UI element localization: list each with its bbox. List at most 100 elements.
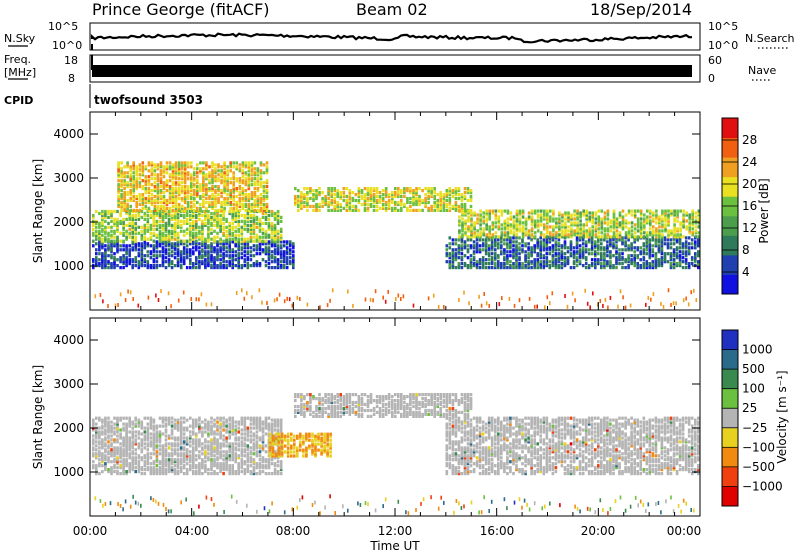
power-cell (497, 209, 501, 213)
power-cell (480, 303, 483, 308)
power-cell (237, 266, 240, 270)
power-cell (503, 264, 506, 268)
power-cell (375, 200, 379, 205)
power-cell (250, 194, 254, 199)
power-cell (590, 242, 594, 246)
velocity-cell (170, 436, 174, 440)
velocity-cell (110, 448, 113, 452)
velocity-cell (119, 416, 122, 420)
power-cell (527, 236, 530, 240)
power-cell (557, 258, 561, 262)
power-cell (457, 238, 461, 242)
power-cell (216, 215, 219, 219)
power-cell (578, 252, 582, 256)
power-cell (339, 208, 342, 212)
velocity-cell (122, 468, 125, 472)
power-cell (168, 194, 172, 199)
power-cell (575, 258, 579, 262)
power-cell (217, 169, 220, 173)
power-cell (652, 292, 655, 297)
power-cell (234, 235, 237, 239)
power-cell (621, 256, 624, 260)
velocity-cell (110, 452, 113, 456)
power-cell (464, 213, 467, 217)
power-cell (391, 208, 394, 212)
power-cell (512, 262, 515, 266)
power-cell (627, 229, 631, 233)
power-cell (375, 204, 379, 208)
power-cell (364, 297, 367, 302)
velocity-cell (92, 454, 95, 458)
power-cell (134, 256, 137, 260)
power-cell (530, 229, 534, 233)
power-cell (657, 262, 661, 266)
power-cell (363, 196, 367, 201)
power-cell (491, 235, 495, 239)
power-cell (697, 209, 701, 213)
power-cell (521, 211, 525, 215)
power-cell (171, 194, 175, 199)
power-ytick-label: 2000 (53, 215, 84, 229)
velocity-cell (161, 448, 165, 452)
power-cell (232, 191, 235, 195)
power-cell (473, 231, 476, 235)
power-cell (205, 165, 208, 169)
velocity-cell (131, 440, 134, 444)
power-cell (259, 183, 263, 187)
velocity-cell (192, 448, 195, 452)
power-cell (488, 233, 491, 237)
power-cell (285, 240, 289, 244)
power-cell (255, 235, 259, 239)
power-cell (171, 177, 175, 181)
power-cell (500, 231, 504, 235)
power-cell (202, 194, 205, 199)
power-cell (193, 196, 196, 201)
power-cell (475, 238, 479, 242)
power-cell (575, 240, 579, 244)
power-cell (387, 204, 391, 208)
power-cell (487, 252, 491, 256)
power-cell (161, 264, 165, 268)
power-cell (117, 202, 120, 207)
velocity-cell (170, 462, 174, 466)
power-cell (649, 219, 652, 223)
power-cell (225, 235, 228, 239)
velocity-cell (195, 440, 198, 444)
power-cell (415, 193, 418, 197)
power-cell (225, 246, 228, 250)
power-cell (213, 235, 216, 239)
power-cell (348, 191, 352, 195)
velocity-cell (155, 444, 159, 448)
power-cell (670, 213, 673, 217)
power-cell (113, 242, 116, 246)
power-cell (578, 238, 582, 242)
power-cell (147, 179, 151, 183)
power-cell (234, 215, 237, 219)
power-cell (120, 196, 123, 201)
velocity-cell (134, 434, 137, 438)
velocity-cell (158, 452, 162, 456)
power-cell (470, 211, 473, 215)
power-cell (657, 250, 661, 254)
power-cell (107, 246, 110, 250)
power-cell (585, 223, 588, 227)
power-cell (177, 167, 181, 171)
power-cell (588, 233, 591, 237)
power-cell (487, 266, 491, 270)
velocity-cell (104, 454, 107, 458)
power-cell (585, 231, 588, 235)
nave-tick-top: 60 (708, 54, 722, 67)
velocity-cell (131, 458, 134, 462)
power-cell (110, 225, 113, 229)
power-cell (232, 175, 235, 179)
power-cell (542, 266, 546, 270)
velocity-cell (195, 458, 198, 462)
power-cell (183, 177, 187, 181)
velocity-cell (146, 458, 150, 462)
power-cell (167, 213, 171, 218)
power-cell (270, 225, 274, 229)
velocity-cell (116, 462, 119, 466)
power-cell (170, 223, 174, 227)
power-cell (238, 193, 242, 197)
power-cell (321, 198, 324, 203)
